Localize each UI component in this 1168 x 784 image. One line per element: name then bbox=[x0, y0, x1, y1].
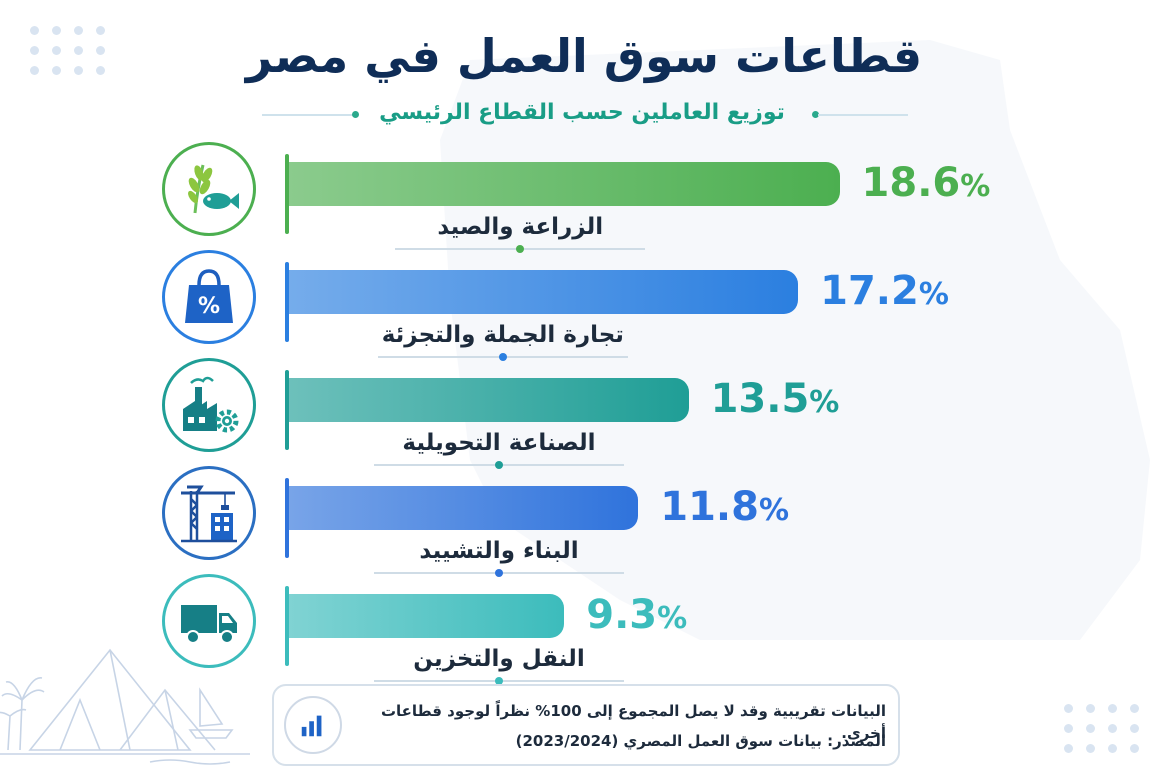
shopping-bag-percent-icon: % bbox=[185, 269, 233, 323]
sector-icon-trade: % bbox=[162, 250, 256, 344]
category-underline-dot bbox=[495, 677, 503, 685]
bar-value-label: 18.6% bbox=[862, 160, 991, 210]
bar-baseline bbox=[285, 262, 289, 342]
bar-4 bbox=[289, 486, 639, 530]
category-underline-dot bbox=[516, 245, 525, 253]
value-number: 18.6 bbox=[861, 160, 961, 206]
bar-value-label: 11.8% bbox=[660, 484, 789, 534]
footnote-box bbox=[272, 684, 900, 766]
bar-1 bbox=[289, 162, 840, 206]
bar-value-label: 13.5% bbox=[711, 376, 840, 426]
value-number: 13.5 bbox=[710, 376, 810, 422]
pyramids-illustration bbox=[0, 648, 250, 765]
category-label: الزراعة والصيد bbox=[437, 214, 604, 240]
bar-3 bbox=[289, 378, 689, 422]
category-label: النقل والتخزين bbox=[413, 646, 585, 672]
bar-chart-icon bbox=[301, 715, 322, 737]
bar-baseline bbox=[285, 586, 289, 666]
source-text: المصدر: بيانات سوق العمل المصري (2023/20… bbox=[515, 732, 886, 750]
bar-value-label: 17.2% bbox=[820, 268, 949, 318]
crane-building-icon bbox=[181, 485, 237, 543]
factory-gear-icon bbox=[183, 376, 239, 433]
value-unit: % bbox=[809, 385, 840, 420]
bar-5 bbox=[289, 594, 565, 638]
value-unit: % bbox=[918, 277, 949, 312]
value-unit: % bbox=[657, 601, 688, 636]
category-label: الصناعة التحويلية bbox=[402, 430, 596, 456]
bar-baseline bbox=[285, 370, 289, 450]
chart-title: قطاعات سوق العمل في مصر bbox=[245, 29, 923, 83]
sector-icon-construction bbox=[162, 466, 256, 560]
category-underline-dot bbox=[495, 461, 503, 469]
value-unit: % bbox=[758, 493, 790, 528]
bar-2 bbox=[289, 270, 799, 314]
sector-icon-manufacturing bbox=[162, 358, 256, 452]
footnote-icon-wrap bbox=[284, 696, 342, 754]
value-number: 11.8 bbox=[660, 484, 759, 530]
value-unit: % bbox=[960, 169, 991, 204]
truck-icon bbox=[181, 605, 237, 644]
category-underline-dot bbox=[498, 353, 507, 361]
category-label: البناء والتشييد bbox=[419, 538, 579, 564]
category-label: تجارة الجملة والتجزئة bbox=[381, 322, 624, 348]
category-underline-dot bbox=[495, 569, 503, 577]
svg-text:%: % bbox=[198, 294, 220, 319]
bar-baseline bbox=[285, 478, 289, 558]
subtitle-divider bbox=[262, 100, 908, 130]
sector-icon-transport bbox=[162, 574, 256, 668]
value-number: 17.2 bbox=[820, 268, 919, 314]
chart-subtitle: توزيع العاملين حسب القطاع الرئيسي bbox=[379, 100, 785, 125]
agriculture-fish-icon bbox=[188, 164, 239, 214]
footnote-text: البيانات تقريبية وقد لا يصل المجموع إلى … bbox=[380, 702, 886, 742]
value-number: 9.3 bbox=[586, 592, 658, 638]
bar-baseline bbox=[285, 154, 289, 234]
bar-value-label: 9.3% bbox=[586, 592, 687, 642]
sector-icon-agriculture bbox=[162, 142, 256, 236]
